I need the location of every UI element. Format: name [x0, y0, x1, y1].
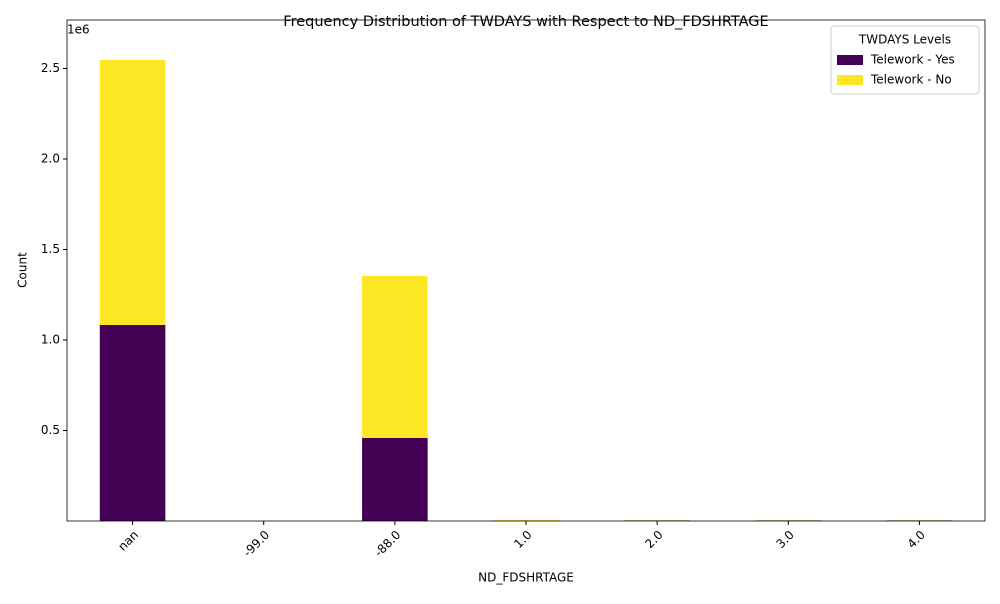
legend-label: Telework - No	[870, 73, 952, 87]
y-tick-label: 1.0	[41, 333, 60, 347]
legend-swatch	[837, 55, 863, 65]
y-tick-label: 2.5	[41, 61, 60, 75]
chart-title: Frequency Distribution of TWDAYS with Re…	[283, 14, 768, 30]
x-axis-label: ND_FDSHRTAGE	[478, 571, 574, 585]
bar-segment	[100, 60, 166, 325]
bar-segment	[362, 276, 428, 438]
bar-segment	[362, 438, 428, 521]
y-tick-label: 0.5	[41, 423, 60, 437]
y-tick-label: 2.0	[41, 152, 60, 166]
axis-offset: 1e6	[67, 23, 90, 37]
legend-swatch	[837, 75, 863, 85]
legend-label: Telework - Yes	[870, 53, 955, 67]
y-axis-label: Count	[16, 252, 30, 288]
y-tick-label: 1.5	[41, 242, 60, 256]
bar-segment	[100, 325, 166, 521]
legend-title: TWDAYS Levels	[858, 33, 951, 47]
